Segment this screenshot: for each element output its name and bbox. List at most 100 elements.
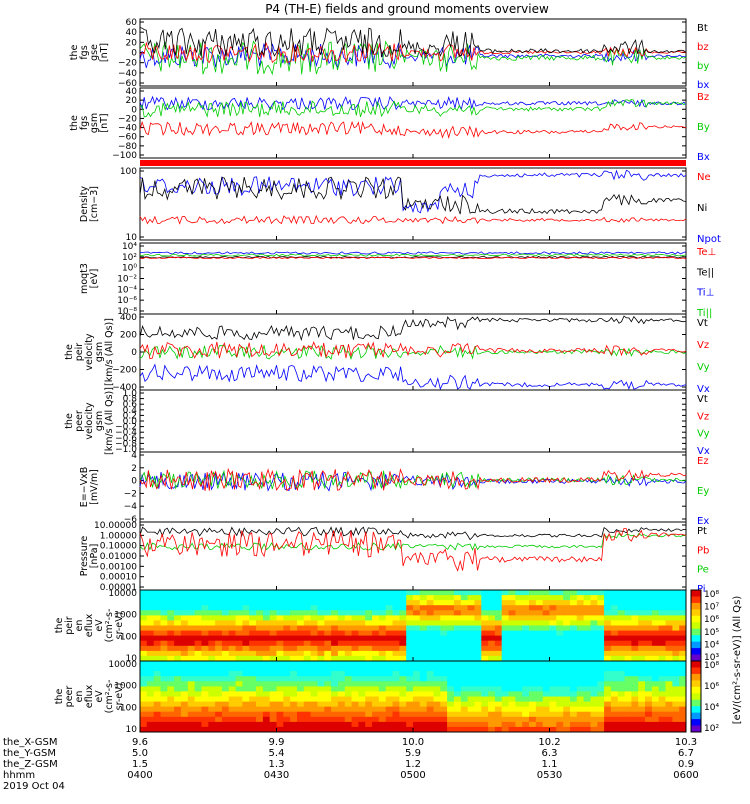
spectrogram-cell xyxy=(406,711,414,718)
spectrogram-cell xyxy=(563,655,571,662)
spectrogram-cell xyxy=(665,645,673,652)
spectrogram-cell xyxy=(221,625,230,632)
spectrogram-cell xyxy=(290,655,298,662)
y-tick-label: 1.00000 xyxy=(100,531,137,541)
x-tick-label: 5.4 xyxy=(269,748,285,759)
spectrogram-cell xyxy=(413,701,421,708)
spectrogram-cell xyxy=(522,681,530,687)
spectrogram-cell xyxy=(597,721,605,728)
spectrogram-cell xyxy=(570,691,578,697)
spectrogram-cell xyxy=(256,590,264,596)
spectrogram-cell xyxy=(221,706,230,713)
spectrogram-cell xyxy=(549,650,557,657)
spectrogram-cell xyxy=(542,590,550,596)
spectrogram-cell xyxy=(488,716,496,723)
spectrogram-cell xyxy=(501,595,509,601)
spectrogram-cell xyxy=(283,711,291,718)
spectrogram-cell xyxy=(262,625,271,632)
spectrogram-cell xyxy=(515,666,523,672)
spectrogram-cell xyxy=(140,711,148,718)
spectrogram-cell xyxy=(358,716,366,723)
spectrogram-cell xyxy=(201,676,209,682)
spectrogram-cell xyxy=(651,661,660,667)
spectrogram-cell xyxy=(167,681,175,687)
spectrogram-cell xyxy=(604,681,612,687)
spectrogram-cell xyxy=(385,676,393,682)
spectrogram-cell xyxy=(535,635,544,642)
spectrogram-cell xyxy=(570,655,578,662)
colorbar-swatch xyxy=(691,622,701,630)
spectrogram-cell xyxy=(174,671,182,677)
spectrogram-cell xyxy=(228,615,236,621)
spectrogram-cell xyxy=(563,620,571,626)
colorbar-tick-label: 10⁴ xyxy=(704,640,719,650)
spectrogram-cell xyxy=(167,671,175,677)
spectrogram-cell xyxy=(194,671,202,677)
spectrogram-cell xyxy=(467,671,475,677)
spectrogram-cell xyxy=(590,610,598,616)
spectrogram-cell xyxy=(522,590,530,596)
spectrogram-cell xyxy=(645,721,653,728)
spectrogram-cell xyxy=(310,666,318,672)
spectrogram-cell xyxy=(249,625,257,632)
spectrogram-cell xyxy=(440,650,448,657)
spectrogram-cell xyxy=(460,706,469,713)
spectrogram-cell xyxy=(549,711,557,718)
spectrogram-cell xyxy=(140,726,148,733)
spectrogram-cell xyxy=(433,645,441,652)
spectrogram-cell xyxy=(549,676,557,682)
spectrogram-cell xyxy=(433,711,441,718)
spectrogram-cell xyxy=(556,681,564,687)
spectrogram-cell xyxy=(515,676,523,682)
spectrogram-cell xyxy=(194,686,202,692)
spectrogram-cell xyxy=(140,615,148,621)
spectrogram-cell xyxy=(242,666,250,672)
spectrogram-cell xyxy=(419,625,428,632)
spectrogram-cell xyxy=(317,645,325,652)
spectrogram-cell xyxy=(331,721,339,728)
spectrogram-cell xyxy=(399,716,407,723)
spectrogram-cell xyxy=(372,630,380,637)
spectrogram-cell xyxy=(337,650,346,657)
spectrogram-cell xyxy=(460,711,469,718)
spectrogram-cell xyxy=(167,696,175,703)
spectrogram-cell xyxy=(249,590,257,596)
spectrogram-cell xyxy=(317,676,325,682)
y-tick-label: 1000 xyxy=(114,682,137,692)
spectrogram-cell xyxy=(337,645,346,652)
spectrogram-cell xyxy=(645,716,653,723)
spectrogram-cell xyxy=(563,696,571,703)
spectrogram-cell xyxy=(406,595,414,601)
spectrogram-cell xyxy=(194,600,202,606)
spectrogram-cell xyxy=(617,726,626,733)
spectrogram-cell xyxy=(440,605,448,611)
spectrogram-cell xyxy=(576,726,585,733)
spectrogram-cell xyxy=(262,696,271,703)
spectrogram-cell xyxy=(290,701,298,708)
x-axis-row-label-3: hhmm xyxy=(3,770,35,781)
spectrogram-cell xyxy=(583,625,591,632)
spectrogram-cell xyxy=(604,686,612,692)
spectrogram-cell xyxy=(460,635,469,642)
spectrogram-cell xyxy=(160,701,168,708)
spectrogram-cell xyxy=(529,595,537,601)
spectrogram-cell xyxy=(419,726,428,733)
spectrogram-cell xyxy=(140,686,148,692)
spectrogram-cell xyxy=(194,640,202,647)
spectrogram-cell xyxy=(576,590,585,596)
spectrogram-cell xyxy=(194,615,202,621)
spectrogram-cell xyxy=(460,666,469,672)
spectrogram-cell xyxy=(194,661,202,667)
spectrogram-cell xyxy=(447,610,455,616)
plot-title: P4 (TH-E) fields and ground moments over… xyxy=(265,2,549,16)
spectrogram-cell xyxy=(433,716,441,723)
spectrogram-cell xyxy=(433,666,441,672)
spectrogram-cell xyxy=(638,600,646,606)
spectrogram-cell xyxy=(672,640,680,647)
y-tick-label: 2 xyxy=(131,464,137,474)
spectrogram-cell xyxy=(242,640,250,647)
spectrogram-cell xyxy=(262,666,271,672)
spectrogram-cell xyxy=(160,676,168,682)
spectrogram-cell xyxy=(208,625,216,632)
